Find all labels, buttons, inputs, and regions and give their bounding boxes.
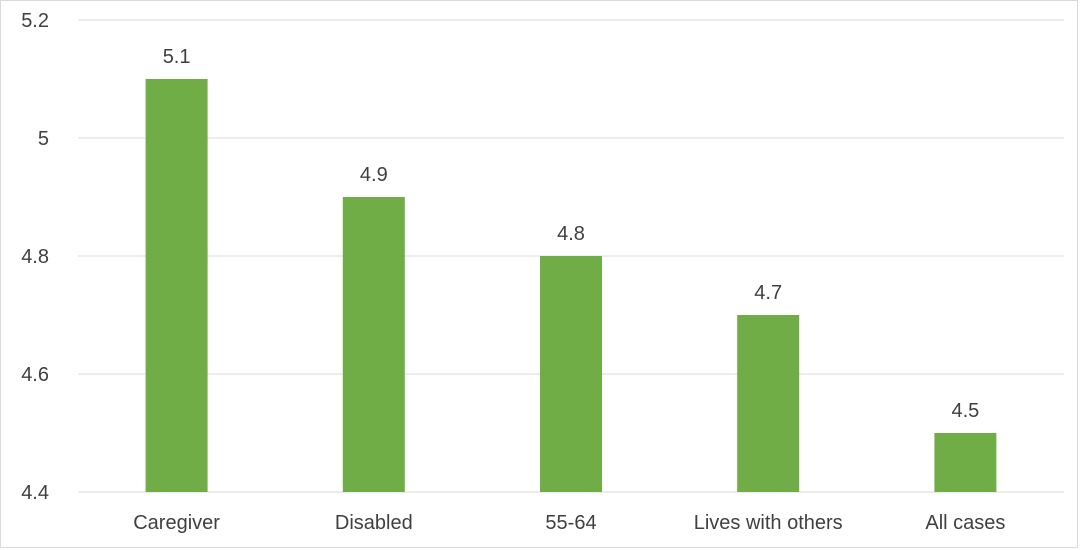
bar (145, 79, 208, 492)
bar (737, 315, 800, 492)
data-label: 4.7 (754, 282, 782, 304)
data-label: 4.8 (557, 223, 585, 245)
y-tick-label: 5 (38, 128, 49, 150)
y-tick-label: 5.2 (21, 10, 49, 32)
category-label: 55-64 (545, 512, 596, 534)
category-label: Disabled (335, 512, 413, 534)
y-axis-ticks: 4.4 4.6 4.8 5 5.2 (21, 10, 49, 504)
bar (342, 197, 405, 492)
data-labels: 5.1 4.9 4.8 4.7 4.5 (163, 46, 980, 422)
data-label: 4.5 (951, 400, 979, 422)
data-label: 4.9 (360, 164, 388, 186)
category-label: All cases (925, 512, 1005, 534)
y-tick-label: 4.8 (21, 246, 49, 268)
y-tick-label: 4.4 (21, 482, 49, 504)
bar (540, 256, 602, 492)
category-label: Caregiver (133, 512, 220, 534)
x-axis-categories: Caregiver Disabled 55-64 Lives with others A… (133, 512, 1005, 534)
bars (145, 79, 997, 492)
category-label: Lives with others (694, 512, 843, 534)
bar (934, 433, 997, 492)
data-label: 5.1 (163, 46, 191, 68)
y-tick-label: 4.6 (21, 364, 49, 386)
